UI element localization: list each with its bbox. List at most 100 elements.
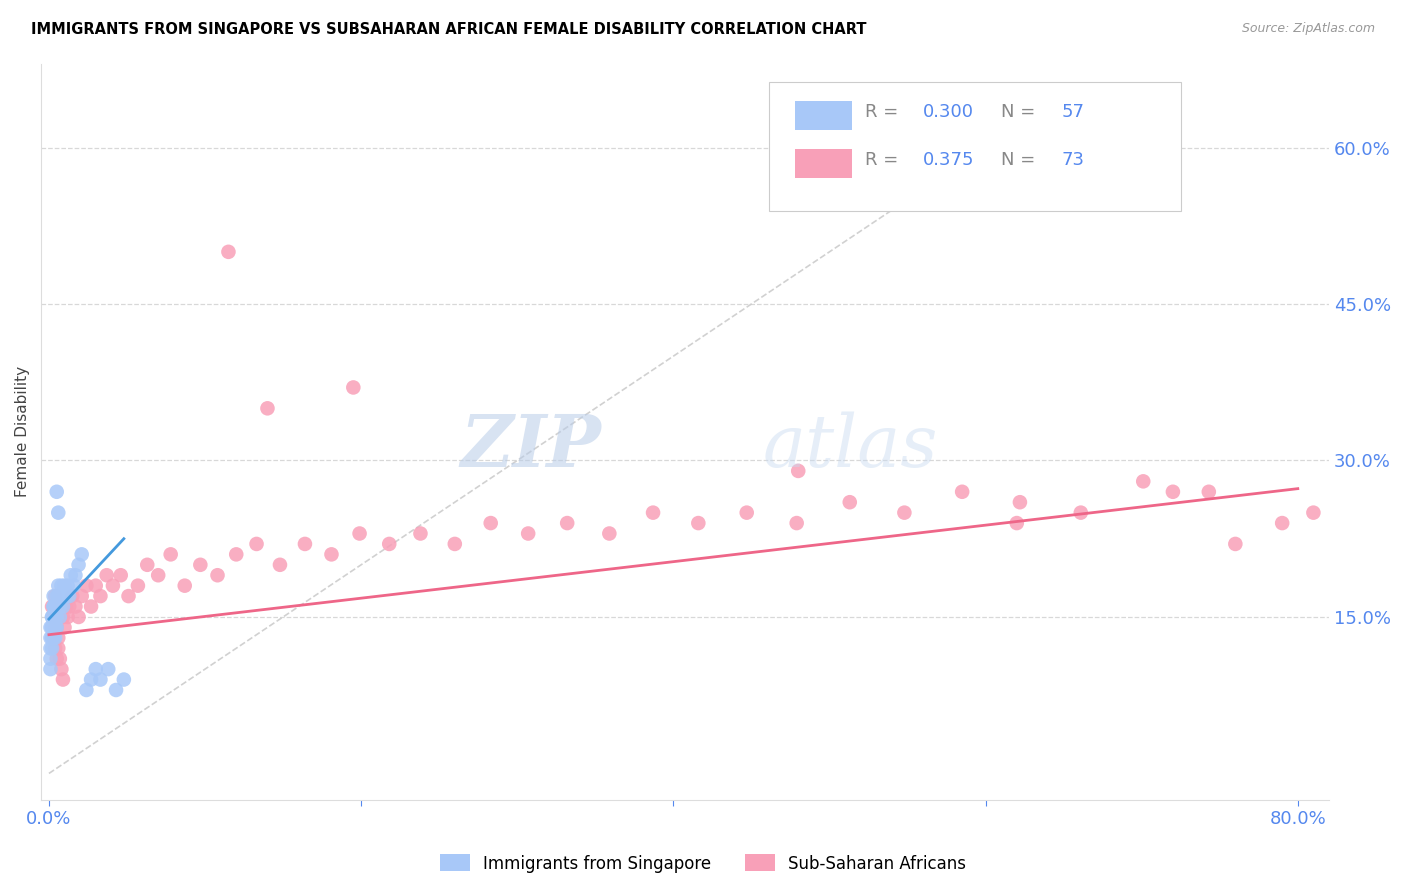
Point <box>641 506 664 520</box>
Point <box>51 579 73 593</box>
Point <box>787 464 810 478</box>
Point <box>42 599 65 614</box>
Point <box>39 631 62 645</box>
Point <box>1225 537 1247 551</box>
Point <box>41 620 63 634</box>
Point <box>80 599 103 614</box>
Point <box>44 620 66 634</box>
Point <box>63 579 86 593</box>
Point <box>51 599 73 614</box>
Text: Source: ZipAtlas.com: Source: ZipAtlas.com <box>1241 22 1375 36</box>
Point <box>39 651 62 665</box>
Text: N =: N = <box>1001 103 1040 120</box>
Point <box>443 537 465 551</box>
Point <box>173 579 195 593</box>
Point <box>58 599 80 614</box>
Point <box>555 516 578 530</box>
Point <box>89 589 111 603</box>
Point <box>45 484 67 499</box>
Point <box>44 641 66 656</box>
Point <box>41 631 63 645</box>
Point <box>117 589 139 603</box>
Point <box>45 610 67 624</box>
Point <box>42 610 65 624</box>
Point <box>321 547 343 561</box>
Point <box>159 547 181 561</box>
Point <box>127 579 149 593</box>
Point <box>49 589 72 603</box>
Point <box>46 589 69 603</box>
Point <box>1271 516 1294 530</box>
Point <box>52 599 75 614</box>
Point <box>42 589 65 603</box>
Point <box>46 641 69 656</box>
Point <box>105 683 128 698</box>
Point <box>84 662 107 676</box>
Text: ZIP: ZIP <box>461 411 602 482</box>
Point <box>75 579 97 593</box>
Point <box>52 610 75 624</box>
Point <box>136 558 159 572</box>
Point <box>41 610 63 624</box>
Point <box>65 568 87 582</box>
Point <box>45 651 67 665</box>
Point <box>49 599 72 614</box>
Point <box>207 568 229 582</box>
Point <box>51 662 73 676</box>
Point <box>44 610 66 624</box>
Point <box>42 631 65 645</box>
Point <box>42 631 65 645</box>
Point <box>39 641 62 656</box>
Legend: Immigrants from Singapore, Sub-Saharan Africans: Immigrants from Singapore, Sub-Saharan A… <box>433 847 973 880</box>
Point <box>84 579 107 593</box>
Point <box>97 662 120 676</box>
Point <box>349 526 371 541</box>
Point <box>75 683 97 698</box>
Point <box>269 558 291 572</box>
Point <box>46 506 69 520</box>
Point <box>41 620 63 634</box>
Point <box>1008 495 1031 509</box>
Point <box>1198 484 1220 499</box>
Point <box>1302 506 1324 520</box>
Point <box>378 537 401 551</box>
Point <box>80 673 103 687</box>
Point <box>41 610 63 624</box>
Text: 57: 57 <box>1062 103 1084 120</box>
Point <box>46 631 69 645</box>
Point <box>1161 484 1184 499</box>
Point <box>65 599 87 614</box>
Point <box>893 506 915 520</box>
Point <box>342 380 364 394</box>
Text: 73: 73 <box>1062 151 1084 169</box>
Point <box>245 537 267 551</box>
Point <box>52 589 75 603</box>
Point <box>41 631 63 645</box>
Text: R =: R = <box>865 151 904 169</box>
Point <box>45 589 67 603</box>
Point <box>70 547 93 561</box>
Point <box>294 537 316 551</box>
Point <box>950 484 973 499</box>
Point <box>55 589 77 603</box>
Point <box>225 547 247 561</box>
Point <box>44 599 66 614</box>
Point <box>45 620 67 634</box>
Point <box>70 589 93 603</box>
Point <box>45 599 67 614</box>
Point <box>42 610 65 624</box>
Point <box>148 568 170 582</box>
Point <box>256 401 278 416</box>
Point <box>53 579 76 593</box>
Point <box>67 558 90 572</box>
Point <box>89 673 111 687</box>
Point <box>688 516 710 530</box>
Point <box>44 610 66 624</box>
Point <box>39 662 62 676</box>
Point <box>53 620 76 634</box>
Point <box>56 579 79 593</box>
Point <box>1132 475 1154 489</box>
Point <box>46 579 69 593</box>
Bar <box>794 149 852 178</box>
Point <box>39 620 62 634</box>
